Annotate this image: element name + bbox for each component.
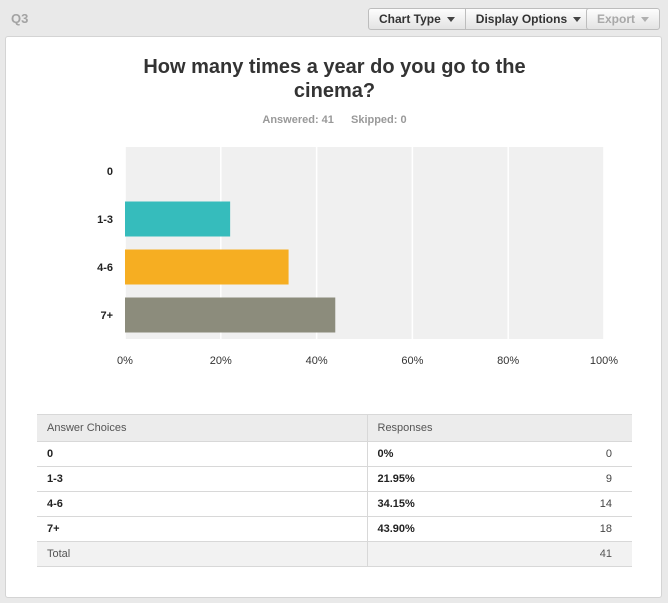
table-total-row: Total 41 <box>37 541 632 567</box>
question-label: Q3 <box>11 11 29 26</box>
response-percent: 0% <box>367 441 521 467</box>
header-responses: Responses <box>367 414 632 442</box>
responses-table: Answer Choices Responses 0 0% 0 1-3 21.9… <box>37 414 632 567</box>
answer-choice: 4-6 <box>37 491 368 517</box>
total-spacer <box>367 541 521 567</box>
chart-type-button[interactable]: Chart Type <box>369 9 465 29</box>
total-count: 41 <box>520 541 632 567</box>
display-options-button[interactable]: Display Options <box>464 9 591 29</box>
table-row: 4-6 34.15% 14 <box>37 491 632 517</box>
response-count: 0 <box>520 441 632 467</box>
table-row: 0 0% 0 <box>37 441 632 467</box>
export-label: Export <box>597 12 636 26</box>
toolbar: Q3 Chart Type Display Options Export <box>0 0 668 36</box>
chart-title-text: How many times a year do you go to the c… <box>143 56 526 102</box>
bar <box>125 249 289 285</box>
chevron-down-icon <box>573 16 582 22</box>
response-count: 14 <box>520 491 632 517</box>
y-tick-label: 7+ <box>100 310 113 322</box>
total-label: Total <box>37 541 368 567</box>
response-percent: 43.90% <box>367 516 521 542</box>
response-count: 18 <box>520 516 632 542</box>
table-header-row: Answer Choices Responses <box>37 414 632 442</box>
chart-type-label: Chart Type <box>379 12 441 26</box>
response-summary: Answered: 41 Skipped: 0 <box>6 114 663 126</box>
answer-choice: 1-3 <box>37 466 368 492</box>
export-button[interactable]: Export <box>587 9 659 29</box>
bar <box>125 297 336 333</box>
answer-choice: 7+ <box>37 516 368 542</box>
response-count: 9 <box>520 466 632 492</box>
x-tick-label: 0% <box>117 355 133 367</box>
header-answer-choices: Answer Choices <box>37 414 368 442</box>
skipped-count: Skipped: 0 <box>350 114 407 126</box>
display-options-label: Display Options <box>475 12 568 26</box>
x-tick-label: 20% <box>210 355 232 367</box>
export-controls: Export <box>586 8 661 30</box>
chart-controls: Chart Type Display Options <box>368 8 593 30</box>
y-tick-label: 4-6 <box>97 262 113 274</box>
x-tick-label: 100% <box>590 355 618 367</box>
table-row: 7+ 43.90% 18 <box>37 516 632 542</box>
bar <box>125 201 231 237</box>
response-percent: 21.95% <box>367 466 521 492</box>
bar-chart: 0% 20% 40% 60% 80% 100% 0 1-3 4-6 7+ <box>97 147 618 367</box>
chevron-down-icon <box>446 16 455 22</box>
y-tick-label: 1-3 <box>97 214 113 226</box>
x-tick-label: 40% <box>306 355 328 367</box>
table-row: 1-3 21.95% 9 <box>37 466 632 492</box>
x-tick-label: 60% <box>401 355 423 367</box>
y-tick-label: 0 <box>107 166 113 178</box>
chevron-down-icon <box>641 16 650 22</box>
question-card: How many times a year do you go to the c… <box>5 36 662 598</box>
x-tick-label: 80% <box>497 355 519 367</box>
chart-title: How many times a year do you go to the c… <box>6 55 663 103</box>
answered-count: Answered: 41 <box>262 114 334 126</box>
answer-choice: 0 <box>37 441 368 467</box>
response-percent: 34.15% <box>367 491 521 517</box>
